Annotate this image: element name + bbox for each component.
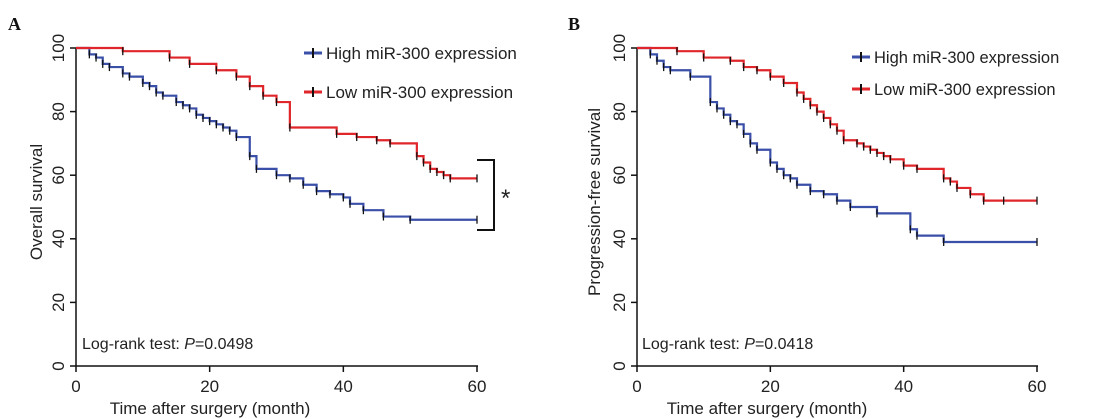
panel-a-legend: High miR-300 expression Low miR-300 expr… — [304, 44, 517, 102]
y-tick-label: 80 — [610, 102, 629, 121]
panel-b-axes — [631, 47, 1038, 372]
y-tick-label: 0 — [610, 361, 629, 370]
survival-curve-high — [76, 46, 477, 221]
panel-b-x-axis-label: Time after surgery (month) — [667, 399, 868, 418]
panel-a-tick-labels: 0 20 40 60 0 20 40 60 80 100 — [49, 34, 486, 396]
panel-a-annotation-value: =0.0498 — [195, 336, 253, 353]
panel-a-y-axis-label: Overall survival — [27, 144, 46, 260]
y-tick-label: 60 — [49, 166, 68, 185]
panel-b-progression-free-survival: B 0 20 40 60 0 20 40 60 80 100 Time after surgery… — [568, 14, 1059, 418]
x-tick-label: 40 — [894, 377, 913, 396]
x-tick-label: 0 — [632, 377, 641, 396]
y-tick-label: 60 — [610, 166, 629, 185]
survival-curve-high — [637, 46, 1037, 244]
panel-a-axes — [70, 47, 478, 372]
x-tick-label: 20 — [761, 377, 780, 396]
panel-b-y-axis-label: Progression-free survival — [585, 108, 604, 296]
panel-a-significance-bracket — [477, 159, 495, 231]
panel-label-b: B — [568, 14, 580, 34]
panel-b-log-rank-annotation: Log-rank test: P=0.0418 — [642, 336, 813, 353]
panel-a-log-rank-annotation: Log-rank test: P=0.0498 — [82, 336, 253, 353]
panel-b-annotation-value: =0.0418 — [755, 336, 813, 353]
panel-b-legend-label-high: High miR-300 expression — [874, 49, 1059, 67]
panel-a-annotation-p: P — [184, 336, 195, 353]
panel-b-annotation-p: P — [744, 336, 755, 353]
panel-b-tick-labels: 0 20 40 60 0 20 40 60 80 100 — [610, 34, 1046, 396]
x-tick-label: 60 — [468, 377, 487, 396]
panel-a-legend-label-high: High miR-300 expression — [326, 44, 517, 63]
y-tick-label: 100 — [610, 34, 629, 62]
x-tick-label: 0 — [71, 377, 80, 396]
panel-b-annotation-prefix: Log-rank test: — [642, 336, 744, 353]
panel-a-x-axis-label: Time after surgery (month) — [110, 399, 311, 418]
panel-b-series-lines — [637, 46, 1038, 246]
x-tick-label: 60 — [1028, 377, 1047, 396]
panel-a-significance-star: * — [501, 185, 510, 212]
panel-b-legend: High miR-300 expression Low miR-300 expr… — [852, 49, 1059, 99]
panel-a-annotation-prefix: Log-rank test: — [82, 336, 184, 353]
y-tick-label: 20 — [610, 293, 629, 312]
panel-a-legend-label-low: Low miR-300 expression — [326, 83, 513, 102]
y-tick-label: 40 — [610, 229, 629, 248]
panel-a-series-lines — [76, 46, 478, 224]
x-tick-label: 40 — [334, 377, 353, 396]
y-tick-label: 20 — [49, 293, 68, 312]
panel-a-overall-survival: A 0 20 40 60 0 20 40 60 80 100 Time after surgery… — [8, 14, 517, 418]
y-tick-label: 40 — [49, 229, 68, 248]
survival-curve-low — [637, 46, 1037, 202]
y-tick-label: 80 — [49, 102, 68, 121]
panel-label-a: A — [8, 14, 21, 34]
y-tick-label: 100 — [49, 34, 68, 62]
panel-b-legend-label-low: Low miR-300 expression — [874, 81, 1056, 99]
y-tick-label: 0 — [49, 361, 68, 370]
x-tick-label: 20 — [200, 377, 219, 396]
